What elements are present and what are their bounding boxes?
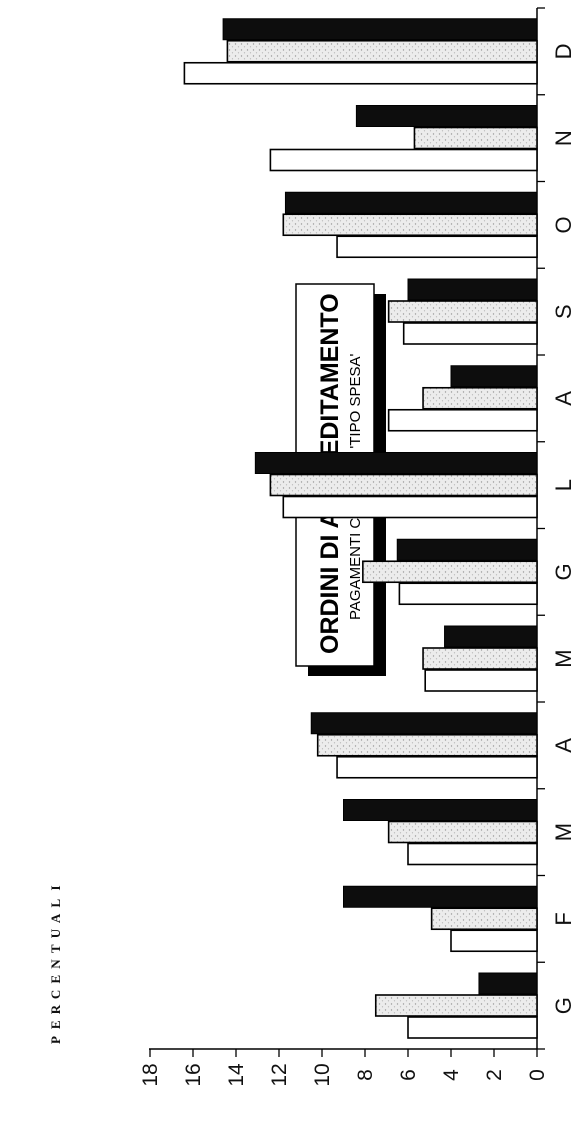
category-label: G [551, 997, 576, 1014]
bar-series-1 [450, 929, 538, 953]
bar-series-2 [430, 907, 538, 931]
bar-series-1 [407, 842, 538, 866]
category-label: D [551, 43, 576, 59]
bar-series-2 [316, 733, 538, 757]
category-label: N [551, 130, 576, 146]
bar-series-1 [336, 755, 538, 779]
category-label: O [551, 216, 576, 233]
value-tick-label: 16 [182, 1063, 205, 1086]
category-label: L [551, 479, 576, 491]
y-axis-label-letter: I [48, 885, 63, 890]
value-tick-label: 0 [526, 1069, 549, 1081]
bar-series-1 [424, 669, 538, 692]
bar-series-2 [387, 820, 538, 844]
bar-series-1 [282, 495, 538, 519]
value-tick-label: 18 [139, 1063, 162, 1086]
bar-series-3 [284, 191, 538, 214]
bar-series-1 [398, 582, 538, 606]
bar-series-2 [387, 300, 538, 323]
category-label: G [551, 563, 576, 580]
category-axis-ticks [537, 7, 545, 1050]
category-label: F [551, 912, 576, 925]
value-tick-label: 12 [268, 1063, 291, 1086]
bar-series-2 [413, 126, 538, 150]
bar-series-2 [269, 473, 538, 497]
bar-series-3 [343, 885, 538, 908]
category-label: M [551, 823, 576, 841]
value-tick-label: 8 [354, 1069, 377, 1081]
y-axis-label-letter: N [48, 959, 63, 969]
bar-series-3 [254, 452, 538, 474]
y-axis-label-letter: P [48, 1036, 63, 1044]
y-axis-label-letter: T [48, 944, 63, 953]
bar-series-2 [422, 386, 538, 410]
bar-series-3 [343, 799, 538, 821]
bar-series-3 [450, 365, 538, 388]
bar-series-1 [387, 408, 538, 432]
bar-series-1 [407, 1016, 538, 1039]
bar-series-3 [310, 712, 538, 735]
bars [183, 18, 538, 1039]
bar-series-3 [444, 625, 538, 648]
bar-series-2 [422, 647, 538, 670]
category-axis-labels: G F M A M G L A S O N D [551, 43, 576, 1014]
y-axis-label-letter: C [48, 990, 63, 999]
y-axis-label-letter: E [48, 975, 63, 984]
category-label: A [551, 738, 576, 753]
category-label: M [551, 649, 576, 667]
bar-series-2 [226, 39, 538, 63]
value-tick-label: 2 [483, 1069, 506, 1081]
value-axis-ticks [149, 1049, 538, 1057]
bar-series-1 [336, 235, 538, 259]
y-axis-label-letter: E [48, 1020, 63, 1029]
y-axis-label-letter: U [48, 928, 63, 938]
value-axis-labels: 0 2 4 6 8 10 12 14 16 18 [139, 1063, 549, 1087]
value-tick-label: 14 [225, 1063, 248, 1087]
bar-series-3 [355, 105, 538, 127]
bar-series-2 [374, 994, 538, 1017]
bar-series-3 [407, 278, 538, 301]
value-tick-label: 10 [311, 1063, 334, 1086]
y-axis-label-letter: L [48, 899, 63, 908]
bar-series-1 [402, 322, 538, 345]
bar-series-1 [269, 148, 538, 172]
category-label: A [551, 391, 576, 406]
bar-series-2 [282, 213, 538, 237]
bar-series-3 [478, 972, 538, 995]
y-axis-label-letter: A [48, 913, 63, 923]
category-label: S [551, 304, 576, 319]
bar-series-3 [222, 18, 538, 41]
y-axis-label-letter: R [48, 1004, 63, 1014]
bar-series-1 [183, 61, 538, 85]
bar-series-2 [362, 560, 538, 584]
value-tick-label: 6 [397, 1069, 420, 1081]
bar-series-3 [396, 538, 538, 561]
value-tick-label: 4 [440, 1069, 463, 1081]
